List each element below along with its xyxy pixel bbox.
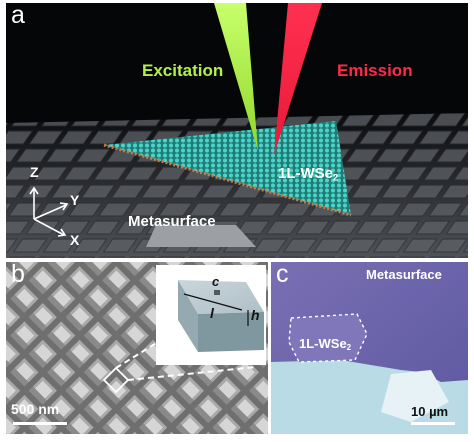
- wse2-label-subscript: 2: [333, 172, 339, 183]
- xyz-axes: [29, 186, 69, 237]
- panel-a-schematic: a Excitation Emission 1L-WSe2 Metasurfac…: [6, 3, 468, 258]
- bright-flake: [381, 370, 449, 422]
- panel-b-illustration: [6, 262, 268, 434]
- inset-c-label: c: [212, 274, 220, 289]
- inset-pillar-hole: [214, 290, 220, 295]
- wse2-label-main: 1L-WSe: [278, 165, 334, 182]
- metasurface-label: Metasurface: [128, 213, 216, 230]
- emission-label: Emission: [337, 61, 413, 80]
- inset-dim-l: [183, 293, 243, 311]
- wse2-monolayer-outline: [288, 313, 368, 363]
- inset-pillar-top: [178, 280, 264, 314]
- scalebar-b-label: 500 nm: [11, 401, 60, 417]
- panel-c-optical: c Metasurface 1L-WSe2 10 µm: [271, 262, 468, 434]
- highlight-pillar: [146, 225, 256, 247]
- inset-h-label: h: [251, 307, 260, 323]
- zoom-line-1: [115, 341, 159, 369]
- panel-b-sem: b c l h 500 nm: [6, 262, 268, 434]
- scalebar-c: [411, 422, 455, 425]
- panel-a-label: a: [11, 3, 25, 29]
- axis-x-label: X: [70, 232, 80, 248]
- excitation-beam: [214, 3, 258, 151]
- scalebar-b: [13, 422, 67, 425]
- excitation-label: Excitation: [142, 61, 224, 80]
- scalebar-c-label: 10 µm: [411, 404, 449, 419]
- panel-c-title: Metasurface: [366, 267, 442, 282]
- panel-c-wse2-label: 1L-WSe2: [299, 337, 351, 352]
- axis-y-label: Y: [70, 192, 80, 208]
- wse2-label: 1L-WSe2: [278, 166, 338, 183]
- panel-c-wse2-main: 1L-WSe: [299, 336, 347, 351]
- inset-pillar-left: [178, 280, 198, 352]
- axis-z-label: Z: [30, 164, 39, 180]
- wse2-triangle-flake: [104, 121, 351, 215]
- panel-c-wse2-subscript: 2: [346, 343, 352, 352]
- inset-l-label: l: [210, 305, 214, 321]
- emission-beam: [274, 3, 322, 155]
- panel-a-illustration: [6, 3, 468, 258]
- panel-b-label: b: [11, 262, 25, 288]
- zoom-line-2: [127, 366, 257, 381]
- panel-c-label: c: [276, 262, 289, 288]
- flake-edge: [103, 143, 352, 217]
- panel-c-illustration: [271, 262, 468, 434]
